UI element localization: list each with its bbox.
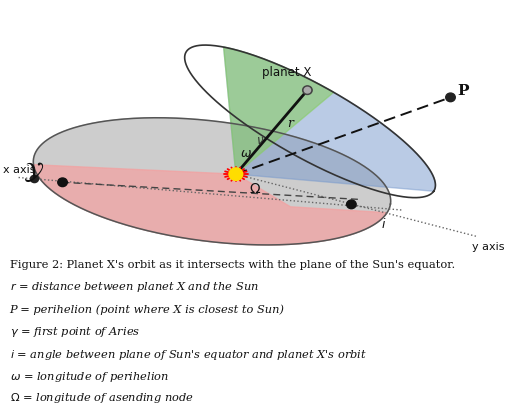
Text: $\Omega$ = longitude of asending node: $\Omega$ = longitude of asending node [10, 390, 193, 405]
Circle shape [446, 94, 455, 102]
Text: $r$ = distance between planet X and the Sun: $r$ = distance between planet X and the … [10, 279, 259, 294]
Circle shape [30, 176, 39, 183]
Text: P: P [457, 83, 469, 97]
Text: $\nu$: $\nu$ [256, 134, 264, 147]
Circle shape [304, 88, 311, 94]
Text: x axis: x axis [3, 164, 35, 174]
Circle shape [58, 179, 67, 187]
Text: $\omega$ = longitude of perihelion: $\omega$ = longitude of perihelion [10, 369, 169, 384]
Polygon shape [33, 165, 387, 245]
Circle shape [303, 87, 312, 95]
Polygon shape [33, 118, 391, 245]
Text: P = perihelion (point where X is closest to Sun): P = perihelion (point where X is closest… [10, 304, 285, 314]
Text: y axis: y axis [472, 241, 504, 251]
Text: $i$: $i$ [381, 217, 386, 231]
Circle shape [347, 200, 356, 209]
Text: $\Omega$: $\Omega$ [249, 182, 261, 196]
Text: r: r [287, 117, 294, 130]
Text: $\gamma$ = first point of Aries: $\gamma$ = first point of Aries [10, 324, 140, 339]
Text: $i$ = angle between plane of Sun's equator and planet X's orbit: $i$ = angle between plane of Sun's equat… [10, 347, 367, 361]
Polygon shape [224, 48, 334, 175]
Text: planet X: planet X [262, 66, 312, 79]
Circle shape [229, 168, 243, 181]
Text: Figure 2: Planet X's orbit as it intersects with the plane of the Sun's equator.: Figure 2: Planet X's orbit as it interse… [10, 259, 455, 269]
Polygon shape [224, 48, 436, 192]
Text: $\mathit{\mathcal{Y}}$: $\mathit{\mathcal{Y}}$ [23, 159, 44, 183]
Text: $\omega$: $\omega$ [240, 147, 252, 160]
